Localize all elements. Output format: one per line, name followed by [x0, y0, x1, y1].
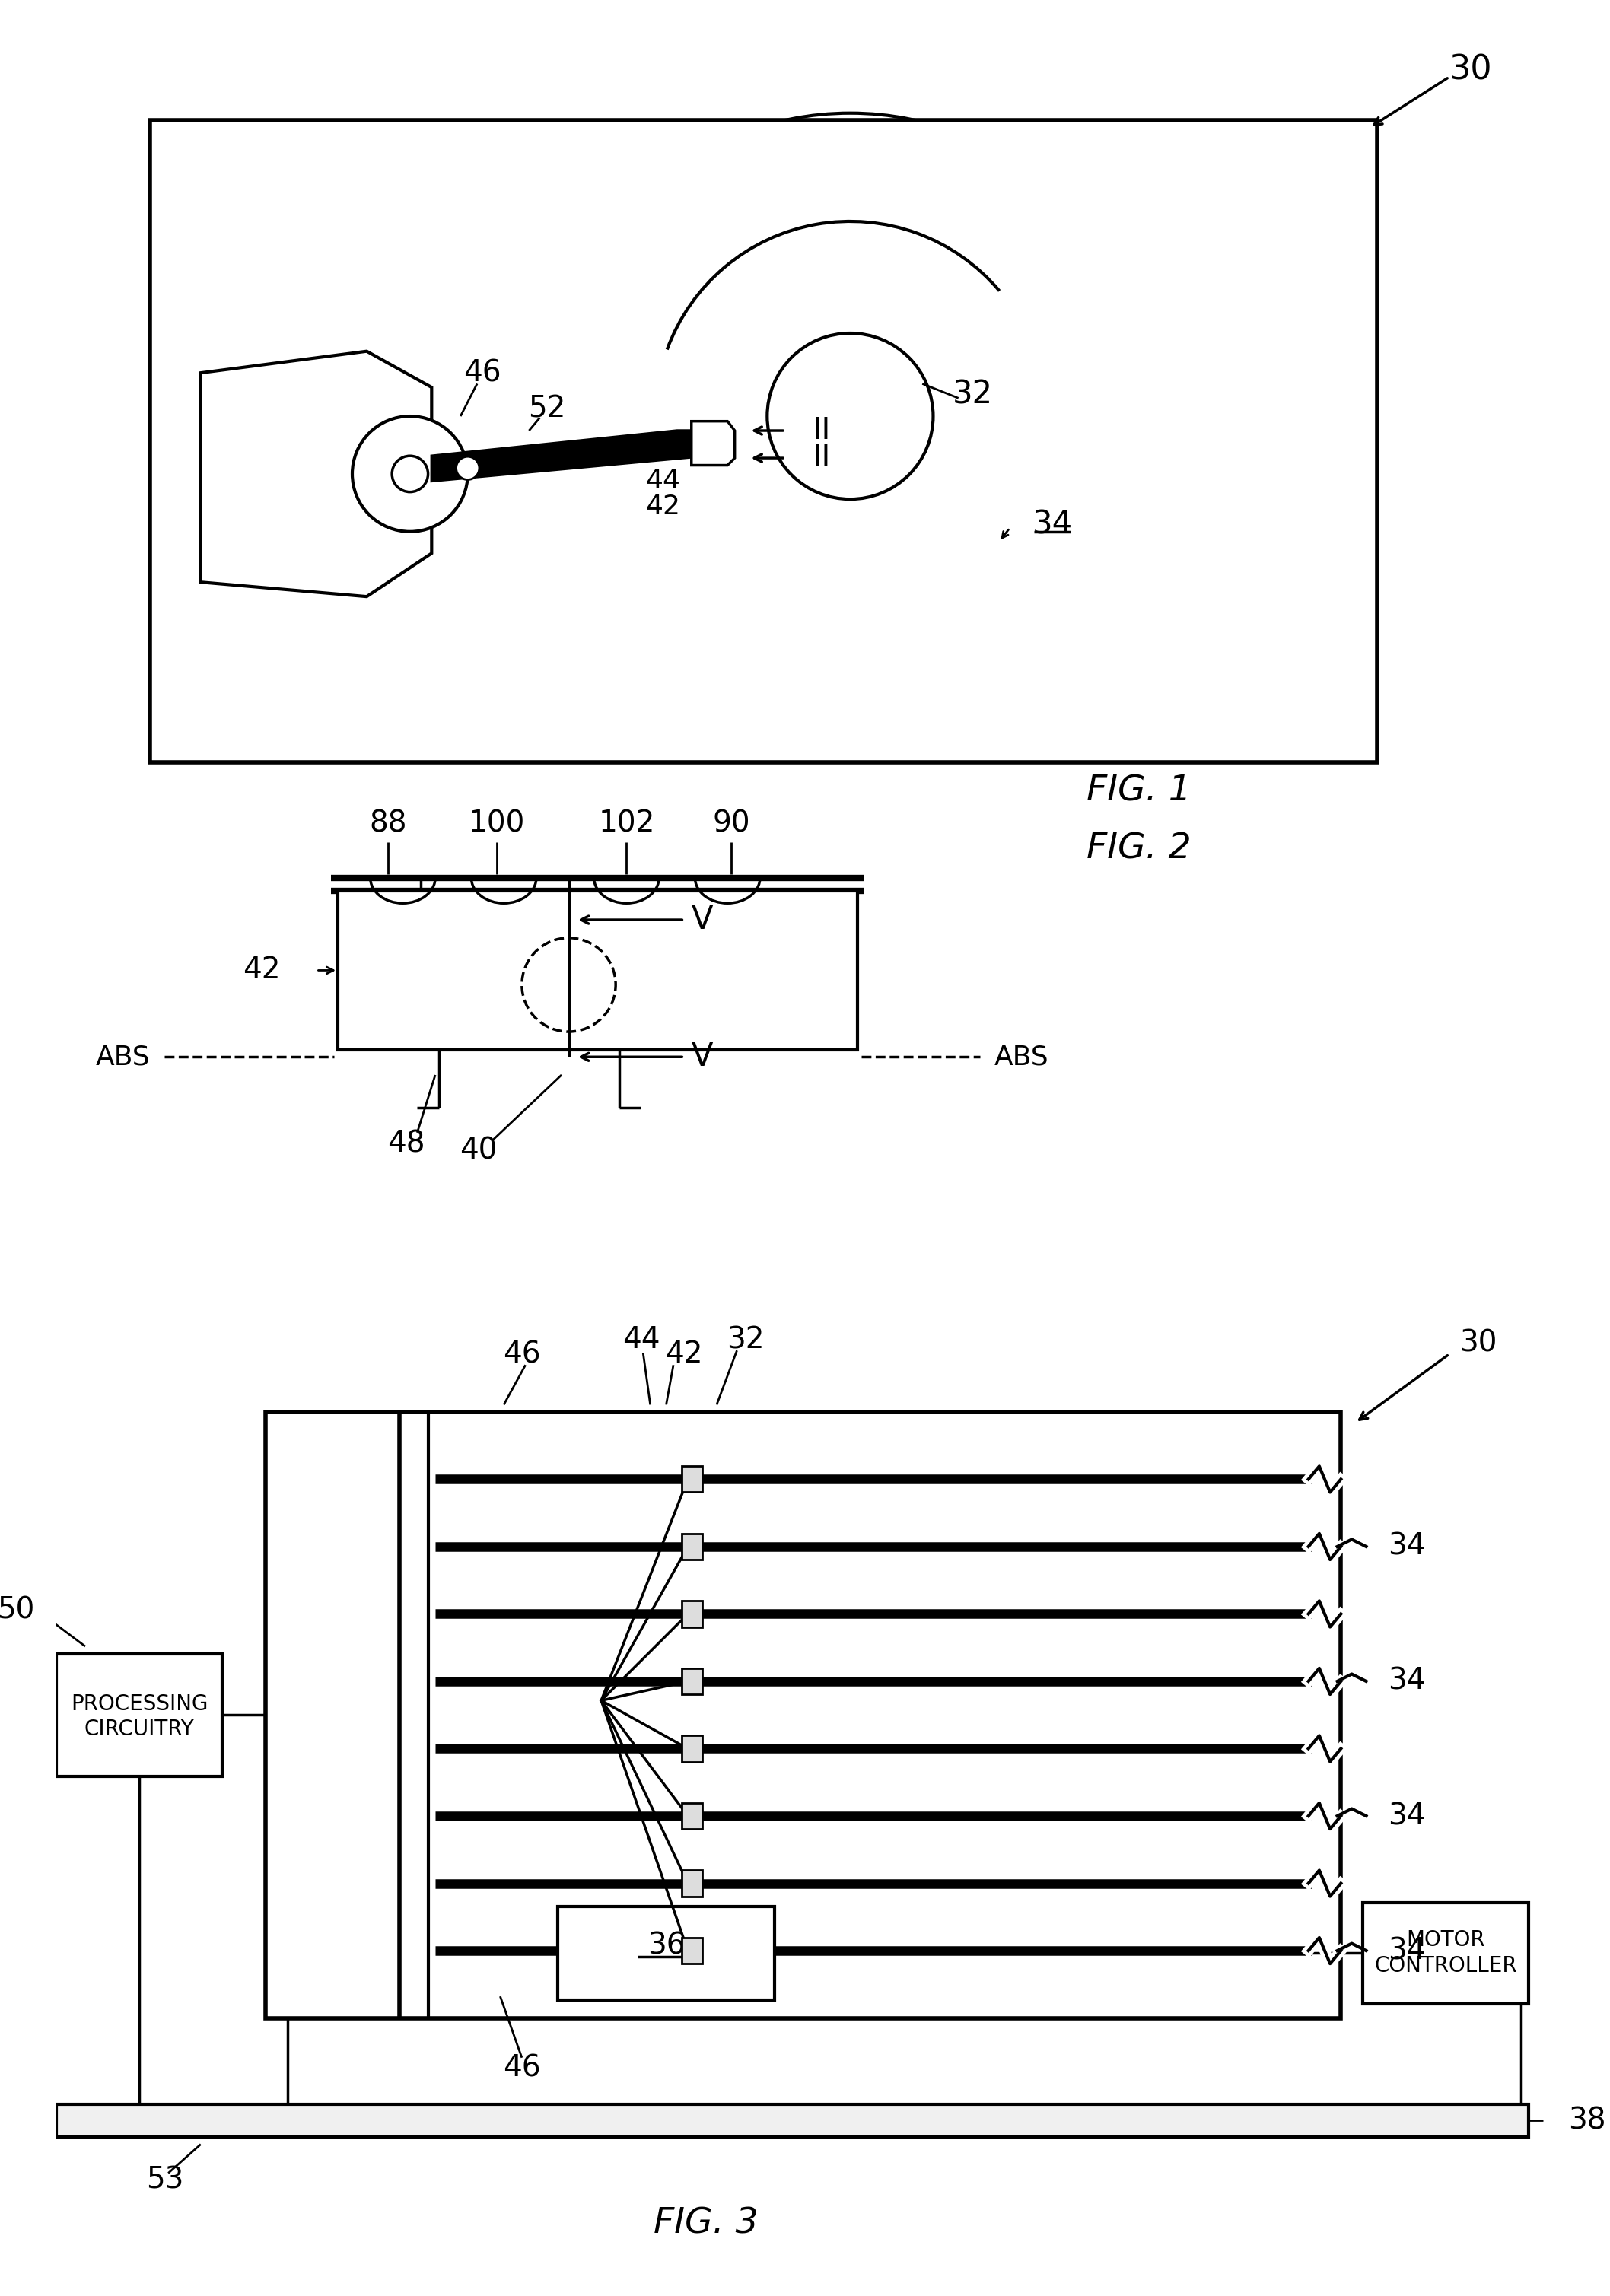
Text: 46: 46 [502, 2055, 541, 2082]
Text: PROCESSING: PROCESSING [71, 1694, 208, 1715]
Text: 30: 30 [1459, 1329, 1497, 1357]
Text: 100: 100 [469, 810, 525, 838]
Text: 32: 32 [953, 379, 993, 411]
Bar [683, 1669, 702, 1694]
Text: 36: 36 [647, 1931, 686, 1961]
Circle shape [391, 457, 428, 491]
Text: 90: 90 [712, 810, 750, 838]
Text: 44: 44 [646, 468, 679, 494]
Text: 34: 34 [1388, 1802, 1425, 1830]
Text: 34: 34 [1388, 1667, 1425, 1697]
Circle shape [353, 416, 469, 533]
Text: CONTROLLER: CONTROLLER [1375, 1956, 1517, 1977]
Text: II: II [813, 416, 831, 445]
Text: FIG. 2: FIG. 2 [1087, 831, 1191, 866]
Bar [56, 2105, 1528, 2138]
Bar [683, 1802, 702, 1830]
Bar [683, 1938, 702, 1963]
Text: ABS: ABS [995, 1045, 1050, 1070]
Text: V: V [691, 905, 713, 937]
Polygon shape [691, 420, 734, 466]
Circle shape [456, 457, 480, 480]
Text: FIG. 3: FIG. 3 [654, 2206, 758, 2241]
Text: 48: 48 [388, 1130, 425, 1157]
Text: ABS: ABS [95, 1045, 150, 1070]
Bar [338, 891, 858, 1049]
Text: II: II [813, 443, 831, 473]
Bar [1362, 1903, 1528, 2004]
Bar [56, 1653, 222, 1777]
Circle shape [547, 113, 1153, 719]
Text: 34: 34 [1388, 1531, 1425, 1561]
Bar [559, 1906, 774, 2000]
Text: 53: 53 [147, 2165, 184, 2195]
Text: FIG. 1: FIG. 1 [1087, 774, 1191, 808]
Text: 42: 42 [665, 1341, 704, 1368]
Bar [150, 119, 1377, 762]
Text: 44: 44 [621, 1325, 660, 1355]
Text: 30: 30 [1449, 53, 1492, 87]
Text: 34: 34 [1032, 507, 1072, 540]
Bar [683, 1600, 702, 1628]
Text: 50: 50 [0, 1596, 35, 1626]
Text: MOTOR: MOTOR [1406, 1929, 1484, 1952]
Polygon shape [201, 351, 431, 597]
Polygon shape [431, 432, 713, 482]
Text: 32: 32 [726, 1325, 765, 1355]
Text: 42: 42 [243, 955, 280, 985]
Text: 34: 34 [1388, 1936, 1425, 1965]
Text: 88: 88 [370, 810, 407, 838]
Text: 102: 102 [599, 810, 655, 838]
Bar [683, 1736, 702, 1761]
Text: V: V [691, 1040, 713, 1072]
Text: 52: 52 [528, 395, 565, 422]
Text: 42: 42 [646, 494, 679, 519]
Bar [683, 1534, 702, 1559]
Text: 46: 46 [502, 1341, 541, 1368]
Text: 38: 38 [1568, 2105, 1605, 2135]
Text: CIRCUITRY: CIRCUITRY [84, 1720, 195, 1740]
Circle shape [768, 333, 934, 498]
Bar [683, 1467, 702, 1492]
Bar [266, 1412, 1341, 2018]
Text: 46: 46 [464, 358, 501, 388]
Text: 40: 40 [460, 1137, 497, 1164]
Bar [683, 1871, 702, 1896]
